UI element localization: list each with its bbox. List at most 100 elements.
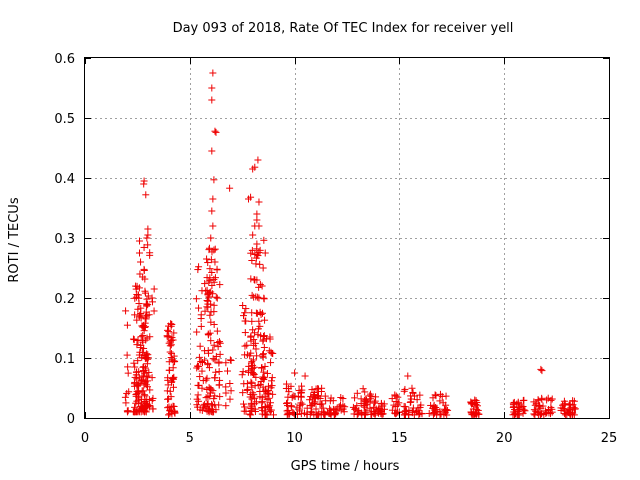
data-point [251,394,259,402]
data-point [171,408,179,416]
data-point [166,348,174,356]
data-point [222,359,230,367]
data-point [247,399,255,407]
data-point [149,405,157,413]
data-point [212,128,220,136]
data-point [196,373,204,381]
data-point [296,401,304,409]
data-point [213,294,221,302]
data-point [146,386,154,394]
data-point [363,401,371,409]
data-point [367,408,375,416]
data-point [363,399,371,407]
data-point [227,387,235,395]
data-point [239,389,247,397]
data-point [254,325,262,333]
data-point [135,249,143,257]
data-point [322,397,330,405]
data-point [163,333,171,341]
data-point [211,374,219,382]
data-point [140,352,148,360]
data-point [226,395,234,403]
data-point [353,402,361,410]
data-point [246,393,254,401]
y-tick-label: 0.3 [54,232,75,247]
data-point [340,408,348,416]
data-point [256,260,264,268]
data-point [307,393,315,401]
data-point [124,369,132,377]
data-point [216,281,224,289]
data-point [247,349,255,357]
data-point [213,327,221,335]
data-point [132,282,140,290]
data-point [226,356,234,364]
data-point [256,393,264,401]
data-point [215,358,223,366]
data-point [350,410,358,418]
data-point [166,387,174,395]
data-point [259,337,267,345]
data-point [122,307,130,315]
data-point [170,383,178,391]
data-point [392,403,400,411]
data-point [431,409,439,417]
data-point [404,372,412,380]
data-point [143,377,151,385]
data-point [263,388,271,396]
data-point [510,402,518,410]
data-point [208,268,216,276]
data-point [255,294,263,302]
data-point [333,407,341,415]
data-point [207,318,215,326]
data-point [248,383,256,391]
data-point [137,344,145,352]
data-point [165,411,173,419]
data-point [141,319,149,327]
data-point [429,404,437,412]
data-point [239,301,247,309]
data-point [212,368,220,376]
data-point [267,384,275,392]
data-point [222,389,230,397]
data-point [263,411,271,419]
data-point [143,234,151,242]
data-point [260,343,268,351]
data-point [130,359,138,367]
data-point [560,400,568,408]
data-point [198,384,206,392]
data-point [226,379,234,387]
data-point [210,278,218,286]
data-point [242,305,250,313]
data-point [256,246,264,254]
data-point [203,286,211,294]
data-point [206,311,214,319]
data-point [260,368,268,376]
data-point [467,398,475,406]
data-point [534,396,542,404]
data-point [148,294,156,302]
data-point [285,388,293,396]
data-point [548,395,556,403]
data-point [314,393,322,401]
data-point [138,387,146,395]
data-point [339,402,347,410]
data-point [215,381,223,389]
data-point [124,407,132,415]
data-point [442,407,450,415]
data-point [209,387,217,395]
data-point [255,198,263,206]
data-point [270,411,278,419]
data-point [216,338,224,346]
data-point [144,225,152,233]
data-point [563,411,571,419]
data-point [243,341,251,349]
data-point [401,385,409,393]
data-point [204,259,212,267]
data-point [216,393,224,401]
data-point [413,396,421,404]
data-point [164,374,172,382]
data-point [131,373,139,381]
data-point [145,368,153,376]
plot-frame [84,57,610,419]
